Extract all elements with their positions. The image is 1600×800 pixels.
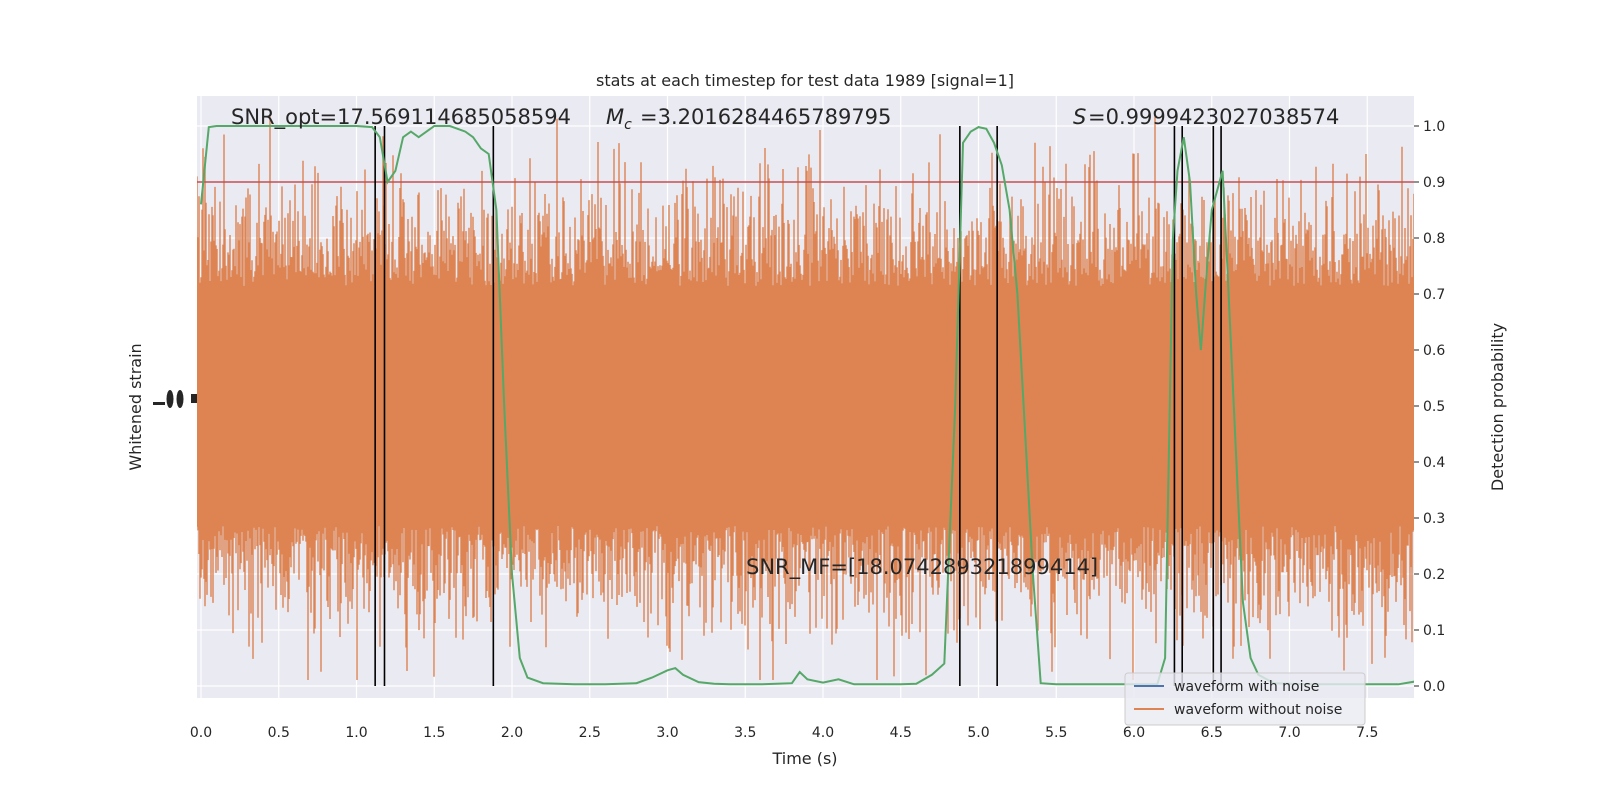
y-tick-label: 1.0 bbox=[1423, 119, 1445, 135]
x-tick-label: 7.0 bbox=[1278, 725, 1300, 741]
x-tick-label: 0.0 bbox=[190, 725, 212, 741]
y-tick-label: 0.4 bbox=[1423, 455, 1445, 471]
chart-title: stats at each timestep for test data 198… bbox=[596, 71, 1014, 90]
snr-mf-annotation: SNR_MF=[18.074289321899414] bbox=[746, 555, 1098, 580]
x-axis-label: Time (s) bbox=[771, 749, 837, 768]
legend: waveform with noise waveform without noi… bbox=[1124, 672, 1366, 726]
y-tick-label: 0.0 bbox=[1423, 679, 1445, 695]
x-axis-ticks: 0.0 0.5 1.0 1.5 2.0 2.5 3.0 3.5 4.0 4.5 5.0 5.5 6.0 6… bbox=[190, 725, 1379, 741]
x-tick-label: 1.0 bbox=[345, 725, 367, 741]
x-tick-label: 6.0 bbox=[1123, 725, 1145, 741]
left-y-axis-label: Whitened strain bbox=[126, 343, 145, 470]
legend-label-waveform-without-noise: waveform without noise bbox=[1174, 702, 1342, 718]
x-tick-label: 1.5 bbox=[423, 725, 445, 741]
detection-probability-line bbox=[200, 125, 1414, 686]
overlap-symbol: S bbox=[1073, 105, 1086, 129]
y-tick-label: 0.9 bbox=[1423, 175, 1445, 191]
chirp-mass-annotation: =3.2016284465789795 bbox=[640, 105, 891, 129]
legend-box bbox=[1124, 672, 1366, 726]
legend-label-waveform-with-noise: waveform with noise bbox=[1174, 679, 1319, 695]
x-tick-label: 0.5 bbox=[268, 725, 290, 741]
snr-opt-annotation: SNR_opt=17.569114685058594 bbox=[231, 105, 571, 130]
y-tick-label: 0.3 bbox=[1423, 511, 1445, 527]
x-tick-label: 7.5 bbox=[1356, 725, 1378, 741]
waveform-core-band bbox=[197, 296, 1414, 516]
strain-signal bbox=[197, 116, 1414, 680]
y-tick-label: 0.2 bbox=[1423, 567, 1445, 583]
x-tick-label: 4.0 bbox=[812, 725, 834, 741]
x-tick-label: 2.0 bbox=[501, 725, 523, 741]
y-tick-label: 0.7 bbox=[1423, 287, 1445, 303]
y-tick-label: 0.6 bbox=[1423, 343, 1445, 359]
x-tick-label: 6.5 bbox=[1201, 725, 1223, 741]
x-tick-label: 2.5 bbox=[579, 725, 601, 741]
left-axis-offset-glyphs bbox=[153, 390, 197, 408]
right-y-axis-label: Detection probability bbox=[1488, 323, 1507, 491]
y-tick-label: 0.8 bbox=[1423, 231, 1445, 247]
x-tick-label: 3.0 bbox=[656, 725, 678, 741]
y-tick-label: 0.1 bbox=[1423, 623, 1445, 639]
vertical-markers bbox=[374, 126, 1222, 686]
y-tick-label: 0.5 bbox=[1423, 399, 1445, 415]
x-tick-label: 3.5 bbox=[734, 725, 756, 741]
x-tick-label: 4.5 bbox=[890, 725, 912, 741]
overlap-annotation: =0.9999423027038574 bbox=[1088, 105, 1339, 129]
right-axis-ticks: 0.0 0.1 0.2 0.3 0.4 0.5 0.6 0.7 0.8 0.9 1.0 bbox=[1414, 119, 1445, 695]
x-tick-label: 5.5 bbox=[1045, 725, 1067, 741]
x-tick-label: 5.0 bbox=[967, 725, 989, 741]
